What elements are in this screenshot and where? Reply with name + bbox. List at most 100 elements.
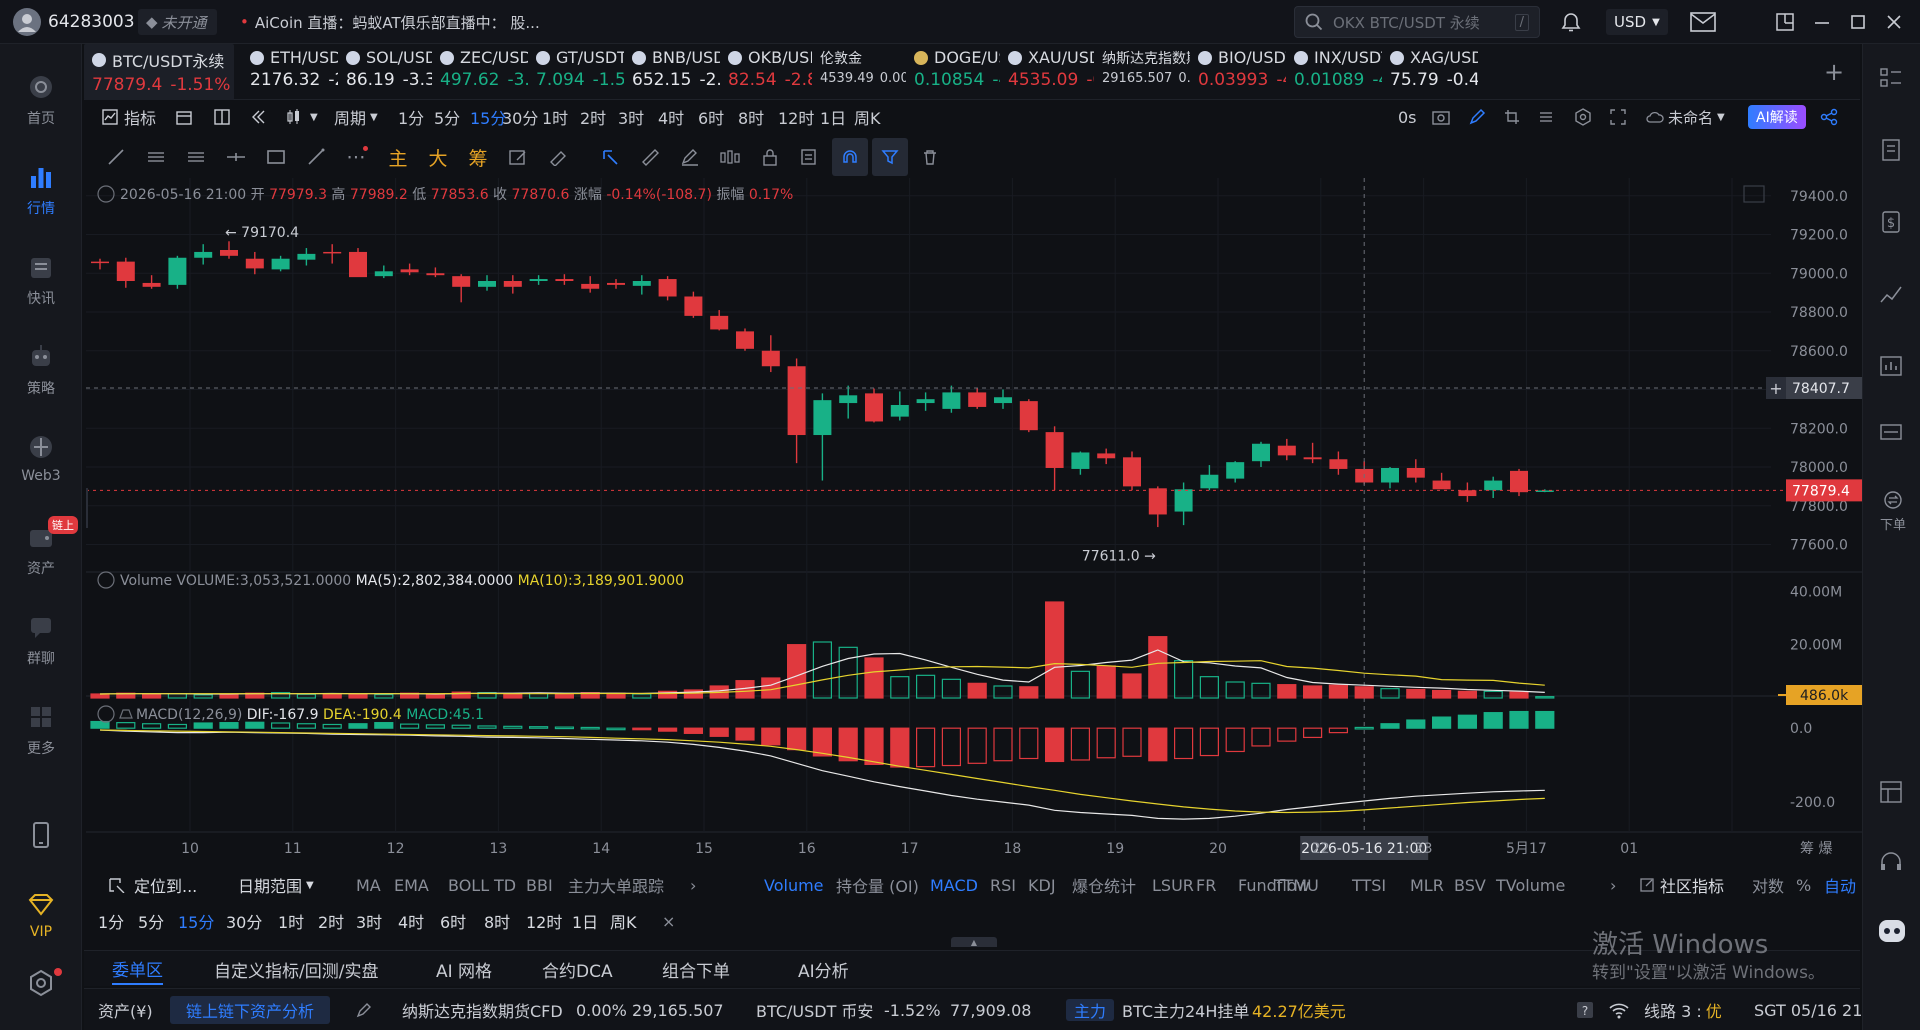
nav-assets[interactable]: 资产 链上 [0, 516, 82, 578]
bottom-interval-2[interactable]: 15分 [178, 913, 215, 932]
assets-label[interactable]: 资产(¥) [98, 1002, 153, 1021]
trendline-tool-icon[interactable] [98, 138, 134, 176]
nav-more[interactable]: 更多 [0, 702, 82, 758]
share-icon[interactable] [1820, 100, 1838, 134]
bars-pattern-icon[interactable] [712, 138, 748, 176]
interval-12[interactable]: 周K [854, 109, 881, 128]
interval-5[interactable]: 2时 [580, 109, 607, 128]
filter-icon[interactable] [872, 138, 908, 176]
expand-panel-icon[interactable] [1743, 185, 1765, 203]
list-icon[interactable] [1538, 100, 1554, 134]
main-indicator-1[interactable]: EMA [394, 875, 429, 895]
edit-layer-icon[interactable] [500, 138, 536, 176]
bell-icon[interactable] [1560, 0, 1582, 44]
brush-icon[interactable] [672, 138, 708, 176]
camera-icon[interactable] [1432, 100, 1450, 134]
panel-layout-icon[interactable] [1879, 780, 1905, 804]
bottom-interval-4[interactable]: 1时 [278, 913, 305, 932]
select-tool-icon[interactable] [592, 138, 628, 176]
crosshair-plus-icon[interactable] [1766, 377, 1786, 400]
interval-3[interactable]: 30分 [502, 109, 539, 128]
ticker-8[interactable]: DOGE/USDT 0.10854 -4. [906, 44, 1000, 100]
dollar-icon[interactable]: $ [1879, 210, 1905, 234]
nasdaq-label[interactable]: 纳斯达克指数期货CFD [402, 1002, 563, 1021]
main-force-tool[interactable]: 主 [388, 147, 408, 170]
ticker-6[interactable]: OKB/USDT 82.54 -2.83 [720, 44, 812, 100]
ticker-10[interactable]: 纳斯达克指数期货 29165.507 0.00 [1094, 44, 1190, 100]
chips-tool[interactable]: 筹 [468, 147, 488, 170]
order-panel-button[interactable]: 下单 [1873, 490, 1913, 534]
sub-indicator-5[interactable]: 爆仓统计 [1072, 877, 1137, 896]
bottom-interval-1[interactable]: 5分 [138, 913, 165, 932]
main-indicator-3[interactable]: TD [494, 875, 517, 895]
nav-vip[interactable]: VIP [0, 892, 82, 940]
main-force-text[interactable]: BTC主力24H挂单 [1122, 1002, 1250, 1021]
nav-web3[interactable]: Web3 [0, 432, 82, 484]
parallel-lines-tool-icon[interactable] [138, 138, 174, 176]
collapse-chevron-icon[interactable] [97, 705, 115, 723]
minimize-icon[interactable] [1814, 0, 1830, 44]
tab-5[interactable]: AI分析 [798, 961, 849, 982]
nav-strategy[interactable]: 策略 [0, 342, 82, 398]
date-range-select[interactable]: 日期范围 ▼ [238, 868, 314, 902]
ticker-2[interactable]: SOL/USD 86.19 -3.39 [338, 44, 432, 100]
sub-indicator-12[interactable]: BSV [1454, 875, 1486, 895]
help-icon[interactable]: ? [1576, 989, 1594, 1030]
rectangle-tool-icon[interactable] [258, 138, 294, 176]
chevron-right-icon[interactable]: › [690, 875, 697, 895]
ticker-13[interactable]: XAG/USD 75.79 -0.45 [1382, 44, 1478, 100]
mail-icon[interactable] [1690, 0, 1716, 44]
magnet-erase-icon[interactable] [540, 138, 576, 176]
currency-select[interactable]: USD ▼ [1606, 9, 1668, 35]
sub-indicator-11[interactable]: MLR [1410, 875, 1444, 895]
add-ticker-icon[interactable]: + [1824, 58, 1845, 86]
collapse-chevron-icon[interactable] [97, 185, 115, 203]
pen-icon[interactable] [1468, 100, 1486, 134]
etf-icon[interactable] [1879, 420, 1905, 444]
ticker-0[interactable]: BTC/USDT永续 77879.4 -1.51% [84, 44, 234, 100]
nav-market[interactable]: 行情 [0, 162, 82, 218]
line-status[interactable]: 线路 3 : 优 [1644, 989, 1722, 1030]
search-input[interactable]: OKX BTC/USDT 永续 / [1294, 6, 1540, 38]
fullscreen-icon[interactable] [1610, 100, 1626, 134]
main-indicator-5[interactable]: 主力大单跟踪 [568, 877, 665, 896]
tab-1[interactable]: 自定义指标/回测/实盘 [214, 961, 379, 982]
gear-icon[interactable] [1574, 100, 1592, 134]
log-scale-toggle[interactable]: 对数 [1752, 877, 1785, 896]
ruler-icon[interactable] [632, 138, 668, 176]
chart-area[interactable]: 79400.079200.079000.078800.078600.078400… [82, 178, 1862, 866]
headset-icon[interactable] [1879, 850, 1905, 874]
stats-icon[interactable] [1879, 354, 1905, 378]
collapse-handle[interactable]: ▲ [951, 937, 997, 947]
account-status-badge[interactable]: ◆ 未开通 [138, 9, 217, 35]
channel-tool-icon[interactable] [178, 138, 214, 176]
crop-icon[interactable] [1504, 100, 1520, 134]
rewind-icon[interactable] [250, 100, 266, 134]
ticker-9[interactable]: XAU/USD 4535.09 -0. [1000, 44, 1094, 100]
user-id[interactable]: 64283003 [48, 12, 135, 32]
tab-4[interactable]: 组合下单 [662, 961, 730, 982]
x-axis-right-labels[interactable]: 筹 爆 [1800, 840, 1832, 857]
period-select[interactable]: 周期 ▼ [334, 100, 378, 134]
maximize-icon[interactable] [1850, 0, 1866, 44]
tab-2[interactable]: AI 网格 [436, 961, 493, 982]
bottom-interval-5[interactable]: 2时 [318, 913, 345, 932]
ticker-11[interactable]: BIO/USDT 0.03993 -4. [1190, 44, 1286, 100]
ticker-1[interactable]: ETH/USD 2176.32 -2. [242, 44, 338, 100]
close-icon[interactable] [1886, 0, 1902, 44]
main-indicator-4[interactable]: BBI [526, 875, 553, 895]
ticker-3[interactable]: ZEC/USD 497.62 -3.4 [432, 44, 528, 100]
chevron-right-icon[interactable]: › [1610, 875, 1617, 895]
sub-indicator-13[interactable]: TVolume [1496, 875, 1566, 895]
sub-indicator-1[interactable]: 持仓量 (OI) [836, 877, 919, 896]
sub-indicator-6[interactable]: LSUR [1152, 875, 1194, 895]
candle-type-select[interactable]: ▼ [286, 100, 318, 134]
nav-home[interactable]: 首页 [0, 72, 82, 128]
nav-news[interactable]: 快讯 [0, 252, 82, 308]
interval-8[interactable]: 6时 [698, 109, 725, 128]
tab-0[interactable]: 委单区 [112, 951, 163, 985]
layout-name-select[interactable]: 未命名 ▼ [1646, 100, 1725, 134]
note-edit-icon[interactable] [792, 138, 828, 176]
magnet-icon[interactable] [832, 138, 868, 176]
btc-label[interactable]: BTC/USDT 币安 [756, 1002, 874, 1021]
